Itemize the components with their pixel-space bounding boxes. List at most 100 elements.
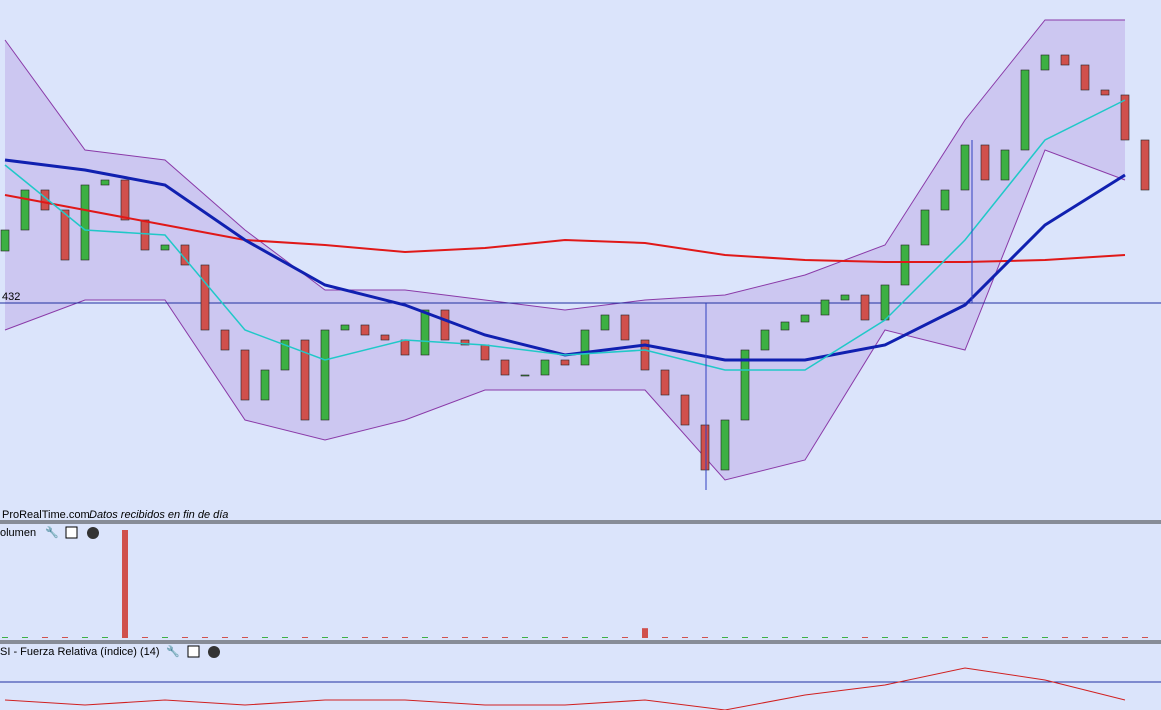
candle — [60, 209, 70, 261]
close-icon[interactable] — [208, 646, 220, 658]
volume-bar — [842, 637, 848, 638]
volume-bar — [362, 637, 368, 638]
candle — [1040, 54, 1050, 71]
volume-bar — [1102, 637, 1108, 638]
candle — [520, 374, 530, 377]
candle — [300, 339, 310, 421]
volume-bar — [322, 637, 328, 638]
candle — [960, 144, 970, 191]
volume-bar — [282, 637, 288, 638]
candle — [480, 344, 490, 361]
volume-bar — [422, 637, 428, 638]
rsi-title: SI - Fuerza Relativa (índice) (14) — [0, 646, 160, 658]
candle — [140, 219, 150, 251]
close-icon[interactable] — [87, 527, 99, 539]
volume-bar — [702, 637, 708, 638]
volume-bar — [822, 637, 828, 638]
volume-bar — [1142, 637, 1148, 638]
candle — [740, 349, 750, 421]
band-edge — [4, 149, 1126, 481]
volume-bar — [762, 637, 768, 638]
candle — [1140, 139, 1150, 191]
candle — [700, 424, 710, 471]
candle — [380, 334, 390, 341]
volume-tools[interactable]: 🔧 — [45, 525, 99, 539]
volume-bar — [622, 637, 628, 638]
volume-bar — [862, 637, 868, 638]
volume-bar — [162, 637, 168, 638]
volume-bar — [42, 637, 48, 638]
volume-bar — [342, 637, 348, 638]
candle — [200, 264, 210, 331]
volume-bar — [182, 637, 188, 638]
volume-bar — [1022, 637, 1028, 638]
volume-bar — [242, 637, 248, 638]
volume-bar — [502, 637, 508, 638]
volume-bar — [922, 637, 928, 638]
candle — [460, 339, 470, 346]
candle — [860, 294, 870, 321]
note: Datos recibidos en fin de día — [89, 509, 228, 521]
window-icon[interactable] — [65, 526, 78, 539]
volume-panel — [2, 530, 1148, 638]
volume-bar — [602, 637, 608, 638]
candle — [1120, 94, 1130, 141]
volume-bar — [882, 637, 888, 638]
candle — [500, 359, 510, 376]
candle — [880, 284, 890, 321]
candle — [160, 244, 170, 251]
candle — [720, 419, 730, 471]
candle — [980, 144, 990, 181]
volume-bar — [942, 637, 948, 638]
candle — [100, 179, 110, 186]
candle — [560, 359, 570, 366]
candle — [760, 329, 770, 351]
volume-bar — [542, 637, 548, 638]
window-icon[interactable] — [187, 645, 200, 658]
volume-bar — [442, 637, 448, 638]
settings-icon[interactable]: 🔧 — [166, 644, 180, 658]
candle — [120, 179, 130, 221]
volume-bar — [462, 637, 468, 638]
volume-bar — [662, 637, 668, 638]
candle — [640, 339, 650, 371]
volume-bar — [382, 637, 388, 638]
volume-bar — [1002, 637, 1008, 638]
reference-label: 432 — [2, 291, 20, 303]
candle — [320, 329, 330, 421]
candle — [580, 329, 590, 366]
source: ProRealTime.com — [2, 509, 90, 521]
candle — [0, 229, 10, 252]
band-edge — [4, 19, 1125, 311]
candle — [660, 369, 670, 396]
volume-bar — [122, 530, 128, 638]
candle — [220, 329, 230, 351]
volume-bar — [1082, 637, 1088, 638]
moving-average — [4, 99, 1126, 371]
candle — [820, 299, 830, 316]
volume-bar — [1122, 637, 1128, 638]
rsi-panel — [0, 667, 1161, 710]
volume-bar — [642, 628, 648, 638]
volume-bar — [522, 637, 528, 638]
volume-bar — [82, 637, 88, 638]
volume-bar — [982, 637, 988, 638]
volume-bar — [402, 637, 408, 638]
candle — [940, 189, 950, 211]
volume-bar — [222, 637, 228, 638]
candle — [900, 244, 910, 286]
candle — [280, 339, 290, 371]
price-panel: 432 — [0, 19, 1161, 481]
volume-bar — [1062, 637, 1068, 638]
volume-bar — [102, 637, 108, 638]
moving-average — [4, 194, 1126, 263]
volume-bar — [562, 637, 568, 638]
candle — [1060, 54, 1070, 66]
rsi-tools[interactable]: 🔧 — [166, 644, 220, 658]
candle — [80, 184, 90, 261]
volume-bar — [262, 637, 268, 638]
volume-title: olumen — [0, 527, 36, 539]
settings-icon[interactable]: 🔧 — [45, 525, 59, 539]
volume-bar — [802, 637, 808, 638]
